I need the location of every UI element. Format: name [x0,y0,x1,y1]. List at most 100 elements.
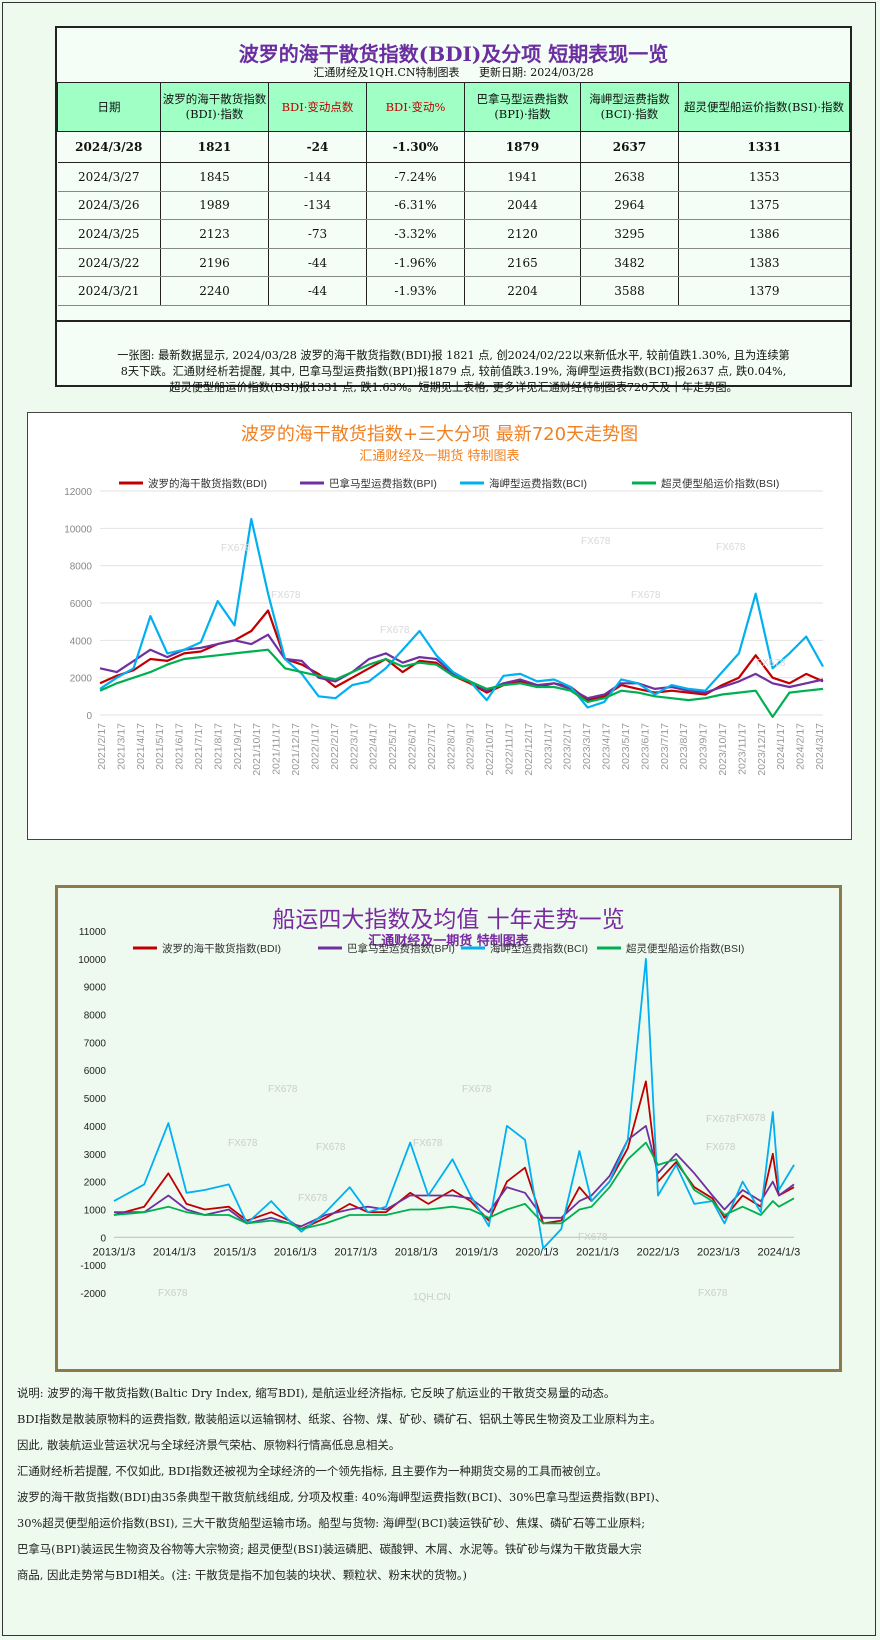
summary-table: 日期 波罗的海干散货指数(BDI)·指数 BDI·变动点数 BDI·变动% 巴拿… [57,82,850,306]
y-tick-label: 3000 [84,1150,107,1161]
table-row: 2024/3/27 1845 -144 -7.24% 1941 2638 1353 [57,162,850,192]
x-tick-label: 2021/7/17 [193,723,205,770]
cell-bpi: 2044 [464,191,581,221]
x-tick-label: 2023/1/3 [697,1246,740,1258]
cell-pct: -3.32% [366,219,465,249]
description-line: 说明: 波罗的海干散货指数(Baltic Dry Index, 缩写BDI), … [17,1386,616,1400]
watermark: FX678 [462,1084,492,1095]
table-header-row: 日期 波罗的海干散货指数(BDI)·指数 BDI·变动点数 BDI·变动% 巴拿… [57,82,850,132]
series-line-bpi [99,633,824,700]
cell-bsi: 1379 [678,276,850,306]
cell-chg: -73 [268,219,367,249]
x-tick-label: 2022/1/3 [637,1246,680,1258]
series-line-bsi [113,1141,795,1230]
cell-bdi: 2196 [160,248,269,278]
legend-label: 海岬型运费指数(BCI) [490,942,588,955]
cell-bpi: 2165 [464,248,581,278]
x-tick-label: 2023/10/17 [717,723,729,776]
x-tick-label: 2021/9/17 [232,723,244,770]
watermark: FX678 [631,590,661,601]
cell-bsi: 1353 [678,162,850,192]
x-tick-label: 2022/2/17 [329,723,341,770]
description-line: 商品, 因此走势常与BDI相关。(注: 干散货是指不加包装的块状、颗粒状、粉末状… [17,1568,467,1582]
cell-pct: -1.93% [366,276,465,306]
table-update-date: 更新日期: 2024/03/28 [479,66,594,79]
y-tick-label: 1000 [84,1205,107,1216]
cell-chg: -24 [268,131,367,163]
y-tick-label: 2000 [70,674,93,685]
x-tick-label: 2023/2/17 [562,723,574,770]
table-body: 2024/3/28 1821 -24 -1.30% 1879 2637 1331 2024/3… [57,131,850,306]
x-tick-label: 2023/7/17 [659,723,671,770]
watermark: FX678 [706,1142,736,1153]
cell-bci: 2964 [580,191,679,221]
x-tick-label: 2021/2/17 [96,723,108,770]
chart2-plot: -2000 -1000 0 1000 2000 3000 4000 5000 6000 7000 8… [78,927,800,1303]
chart2-title: 船运四大指数及均值 十年走势一览 [272,907,625,933]
watermark: FX678 [268,1084,298,1095]
cell-date: 2024/3/26 [57,191,161,221]
cell-bdi: 2240 [160,276,269,306]
summary-table-panel: 波罗的海干散货指数(BDI)及分项 短期表现一览 汇通财经及1QH.CN特制图表… [55,26,852,394]
x-tick-label: 2023/3/17 [581,723,593,770]
x-tick-label: 2015/1/3 [213,1246,256,1258]
y-tick-label: 0 [100,1233,106,1244]
table-row: 2024/3/28 1821 -24 -1.30% 1879 2637 1331 [57,131,850,163]
x-tick-label: 2014/1/3 [153,1246,196,1258]
x-tick-label: 2023/11/17 [736,723,748,775]
cell-chg: -144 [268,162,367,192]
header-date: 日期 [57,82,161,132]
cell-date: 2024/3/28 [57,131,161,163]
x-tick-label: 2021/8/17 [212,723,224,770]
legend-label: 波罗的海干散货指数(BDI) [148,477,267,490]
x-tick-label: 2017/1/3 [334,1246,377,1258]
watermark: FX678 [698,1288,728,1299]
x-tick-label: 2023/8/17 [678,723,690,770]
x-tick-label: 2022/9/17 [465,723,477,770]
watermark: FX678 [736,1113,766,1124]
table-row: 2024/3/26 1989 -134 -6.31% 2044 2964 1375 [57,191,850,221]
watermark: FX678 [380,625,410,636]
legend-label: 超灵便型船运价指数(BSI) [661,477,779,490]
cell-bpi: 1941 [464,162,581,192]
x-tick-label: 2022/11/17 [504,723,516,775]
table-row: 2024/3/25 2123 -73 -3.32% 2120 3295 1386 [57,219,850,249]
cell-bsi: 1386 [678,219,850,249]
header-bdi: 波罗的海干散货指数(BDI)·指数 [160,82,269,132]
x-tick-label: 2022/6/17 [406,723,418,770]
x-tick-label: 2021/10/17 [251,723,263,776]
watermark: FX678 [271,590,301,601]
cell-bci: 3295 [580,219,679,249]
watermark: FX678 [578,1232,608,1243]
x-tick-label: 2023/4/17 [601,723,613,770]
legend-label: 巴拿马型运费指数(BPI) [347,942,455,955]
x-tick-label: 2021/5/17 [154,723,166,770]
x-tick-label: 2024/2/17 [795,723,807,770]
header-bsi: 超灵便型船运价指数(BSI)·指数 [678,82,850,132]
y-tick-label: 8000 [70,562,93,573]
series-line-bsi [99,648,824,718]
header-change-pts: BDI·变动点数 [268,82,367,132]
legend-label: 海岬型运费指数(BCI) [489,477,587,490]
x-tick-label: 2022/12/17 [523,723,535,776]
cell-date: 2024/3/27 [57,162,161,192]
description-line: BDI指数是散装原物料的运费指数, 散装船运以运输钢材、纸浆、谷物、煤、矿砂、磷… [17,1412,662,1426]
x-tick-label: 2019/1/3 [455,1246,498,1258]
x-tick-label: 2022/8/17 [445,723,457,770]
table-subtitle: 汇通财经及1QH.CN特制图表 更新日期: 2024/03/28 [57,64,850,82]
x-tick-label: 2022/1/17 [309,723,321,770]
cell-pct: -1.96% [366,248,465,278]
chart-720-day: 波罗的海干散货指数+三大分项 最新720天走势图 汇通财经及一期货 特制图表 0… [27,412,852,840]
cell-bsi: 1375 [678,191,850,221]
chart-ten-year: 船运四大指数及均值 十年走势一览 汇通财经及一期货 特制图表 -2000 -100… [55,885,842,1372]
series-line-bci [113,957,795,1250]
cell-pct: -1.30% [366,131,465,163]
y-tick-label: 4000 [84,1122,107,1133]
x-tick-label: 2016/1/3 [274,1246,317,1258]
cell-chg: -44 [268,248,367,278]
cell-bdi: 1989 [160,191,269,221]
cell-date: 2024/3/22 [57,248,161,278]
x-tick-label: 2022/4/17 [368,723,380,770]
legend-label: 超灵便型船运价指数(BSI) [626,942,744,955]
